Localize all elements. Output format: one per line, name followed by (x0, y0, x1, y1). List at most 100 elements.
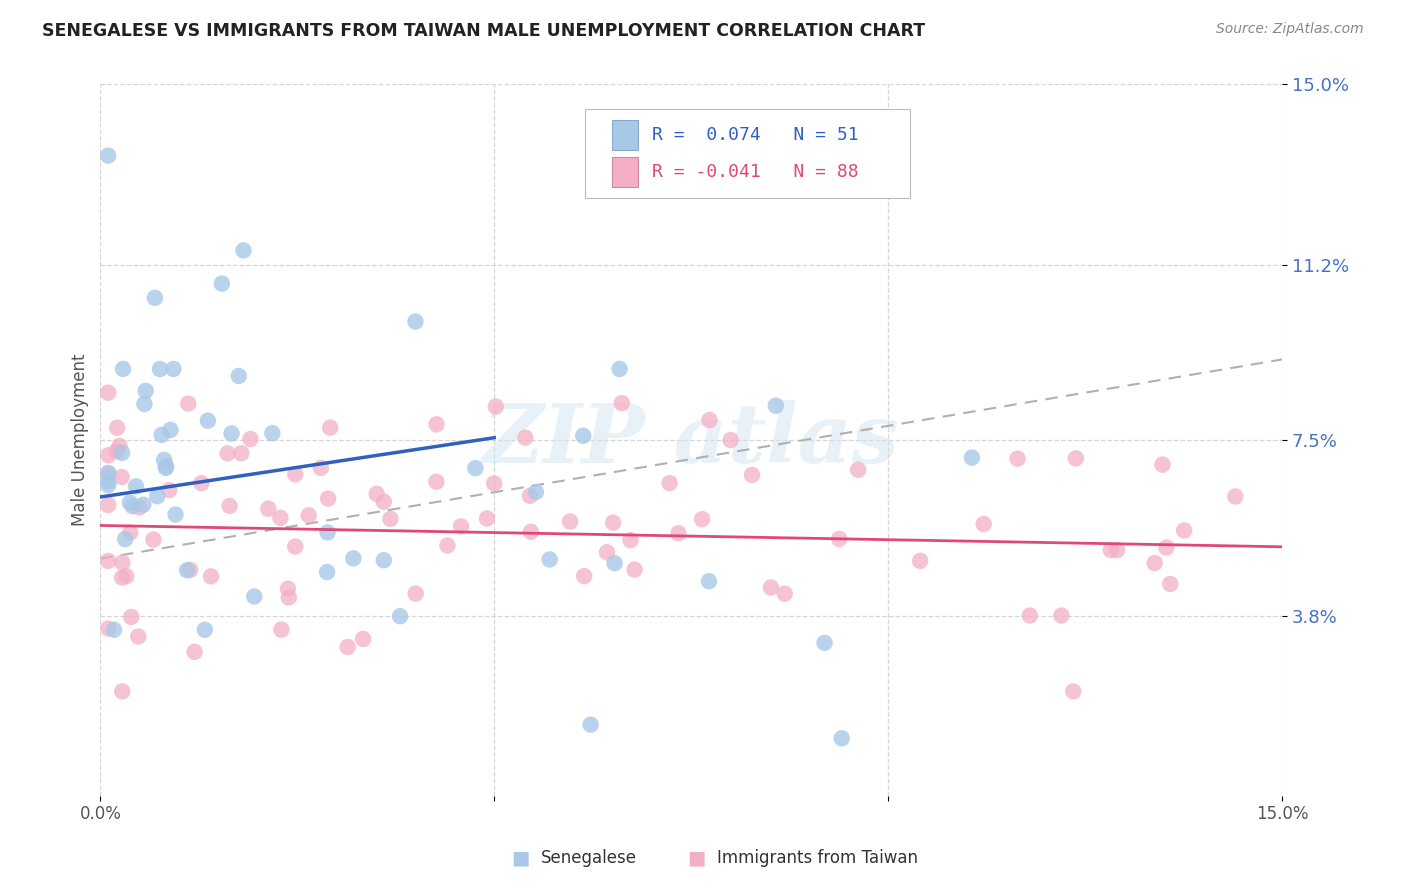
Point (132, 498, 155, 512)
Point (190, 476, 212, 491)
Point (720, 433, 742, 447)
Point (1159, 577, 1181, 591)
Point (973, 517, 995, 532)
Point (519, 489, 541, 503)
Point (1225, 490, 1247, 504)
Point (146, 489, 169, 503)
Point (97, 554, 120, 568)
Point (277, 582, 299, 596)
Text: ■: ■ (510, 848, 530, 867)
Point (179, 563, 201, 577)
Text: Immigrants from Taiwan: Immigrants from Taiwan (717, 849, 918, 867)
Point (373, 553, 395, 567)
Point (515, 431, 537, 445)
Point (157, 483, 180, 497)
Point (373, 494, 395, 508)
Point (111, 446, 134, 460)
Point (105, 444, 128, 458)
Text: Source: ZipAtlas.com: Source: ZipAtlas.com (1216, 22, 1364, 37)
Point (603, 556, 626, 570)
Point (103, 623, 125, 637)
Point (277, 591, 299, 605)
Point (405, 586, 427, 600)
Point (177, 396, 200, 410)
Point (1107, 543, 1129, 558)
Point (118, 495, 141, 509)
Point (484, 476, 506, 491)
Point (609, 362, 631, 376)
Point (831, 731, 853, 746)
Point (231, 446, 253, 460)
Point (319, 420, 342, 434)
Point (127, 630, 149, 644)
Point (134, 397, 156, 411)
Point (284, 540, 307, 554)
Point (741, 467, 763, 482)
Point (1152, 458, 1174, 472)
Point (596, 545, 619, 559)
Point (257, 501, 280, 516)
Point (425, 417, 447, 432)
Point (262, 426, 284, 441)
Point (619, 533, 641, 548)
Point (558, 515, 581, 529)
Point (316, 491, 339, 506)
Point (97, 148, 120, 162)
Point (97, 474, 120, 488)
Point (610, 396, 633, 410)
Point (309, 460, 332, 475)
Point (697, 574, 720, 589)
Point (1018, 608, 1040, 623)
Point (155, 459, 177, 474)
FancyBboxPatch shape (585, 110, 910, 198)
Point (1156, 541, 1178, 555)
Point (336, 640, 359, 654)
Point (159, 423, 181, 437)
Point (759, 581, 782, 595)
Point (316, 565, 339, 579)
Point (389, 609, 412, 624)
Point (153, 453, 176, 467)
Point (1143, 556, 1166, 570)
Point (1173, 524, 1195, 538)
Point (211, 277, 233, 291)
Text: ZIP atlas: ZIP atlas (482, 401, 900, 480)
Point (111, 684, 134, 698)
Point (436, 539, 458, 553)
Point (112, 362, 135, 376)
Text: R = -0.041   N = 88: R = -0.041 N = 88 (652, 162, 859, 180)
Point (108, 439, 131, 453)
Point (239, 432, 262, 446)
Point (121, 499, 143, 513)
Point (380, 512, 402, 526)
Point (1007, 451, 1029, 466)
Point (572, 429, 595, 443)
Point (194, 623, 217, 637)
Text: Senegalese: Senegalese (541, 849, 637, 867)
Point (668, 526, 690, 541)
Point (846, 463, 869, 477)
Point (125, 479, 148, 493)
Point (1050, 608, 1073, 623)
Point (110, 470, 132, 484)
Point (690, 512, 713, 526)
Point (197, 414, 219, 428)
Point (773, 587, 796, 601)
Point (120, 525, 142, 540)
Point (485, 400, 508, 414)
Point (623, 563, 645, 577)
Point (150, 428, 173, 442)
Point (1062, 684, 1084, 698)
Point (162, 362, 184, 376)
Point (243, 590, 266, 604)
Point (200, 569, 222, 583)
Point (111, 556, 134, 570)
Point (269, 511, 291, 525)
Point (232, 244, 254, 258)
Point (97, 498, 120, 512)
Point (828, 532, 851, 546)
Point (425, 475, 447, 489)
Text: ■: ■ (686, 848, 706, 867)
Point (658, 476, 681, 491)
Point (270, 623, 292, 637)
